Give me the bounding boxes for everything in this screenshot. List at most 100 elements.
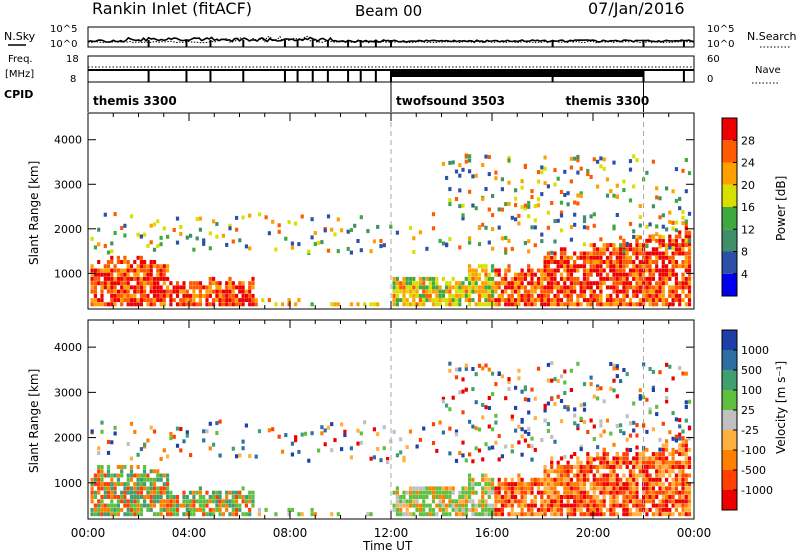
heatmap-cell <box>221 302 225 307</box>
heatmap-cell <box>248 246 252 251</box>
heatmap-cell <box>674 198 678 203</box>
heatmap-cell <box>143 503 147 508</box>
heatmap-cell <box>582 281 587 286</box>
heatmap-cell <box>671 243 675 248</box>
heatmap-cell <box>415 302 419 307</box>
heatmap-cell <box>415 444 419 449</box>
heatmap-cell <box>582 272 587 277</box>
heatmap-cell <box>93 268 97 273</box>
heatmap-cell <box>202 429 206 434</box>
heatmap-cell <box>126 507 130 512</box>
heatmap-cell <box>175 285 180 290</box>
heatmap-cell <box>674 507 678 512</box>
heatmap-cell <box>612 507 616 512</box>
heatmap-cell <box>159 503 163 508</box>
heatmap-cell <box>392 490 396 495</box>
heatmap-cell <box>113 289 117 294</box>
heatmap-cell <box>185 495 189 499</box>
heatmap-cell <box>684 477 688 482</box>
heatmap-cell <box>500 281 504 286</box>
heatmap-cell <box>405 445 409 450</box>
heatmap-cell <box>546 495 550 499</box>
heatmap-cell <box>553 477 557 482</box>
heatmap-cell <box>106 512 111 517</box>
heatmap-cell <box>546 490 550 495</box>
heatmap-cell <box>586 495 590 499</box>
heatmap-cell <box>120 298 124 303</box>
heatmap-cell <box>658 486 662 491</box>
heatmap-cell <box>655 512 659 517</box>
heatmap-cell <box>674 289 678 294</box>
heatmap-cell <box>671 486 675 491</box>
heatmap-cell <box>474 446 478 451</box>
heatmap-cell <box>487 207 491 212</box>
heatmap-cell <box>523 165 527 169</box>
heatmap-cell <box>674 228 678 233</box>
heatmap-cell <box>497 293 501 298</box>
heatmap-cell <box>622 255 626 260</box>
heatmap-cell <box>136 272 140 277</box>
power-cbar-swatch <box>722 207 737 230</box>
heatmap-cell <box>559 302 564 307</box>
heatmap-cell <box>116 289 120 294</box>
heatmap-cell <box>605 507 610 512</box>
heatmap-cell <box>553 512 557 517</box>
heatmap-cell <box>655 503 659 508</box>
heatmap-cell <box>152 482 157 487</box>
heatmap-cell <box>559 260 564 264</box>
heatmap-cell <box>638 272 642 277</box>
heatmap-cell <box>487 507 491 512</box>
heatmap-cell <box>678 460 682 465</box>
heatmap-cell <box>491 246 495 251</box>
heatmap-cell <box>113 482 117 487</box>
heatmap-cell <box>668 473 672 478</box>
heatmap-cell <box>451 298 455 303</box>
heatmap-cell <box>586 302 590 307</box>
heatmap-cell <box>533 289 537 294</box>
heatmap-cell <box>126 276 130 281</box>
heatmap-cell <box>166 482 170 487</box>
power-cbar-tick-label: 4 <box>741 268 748 281</box>
heatmap-cell <box>596 495 600 499</box>
heatmap-cell <box>231 239 235 244</box>
heatmap-cell <box>425 276 429 281</box>
heatmap-cell <box>172 289 176 294</box>
heatmap-cell <box>116 507 120 512</box>
heatmap-cell <box>674 293 678 298</box>
heatmap-cell <box>172 512 176 517</box>
heatmap-cell <box>422 495 426 499</box>
heatmap-cell <box>412 281 416 286</box>
heatmap-cell <box>448 289 452 294</box>
heatmap-cell <box>668 210 672 215</box>
heatmap-cell <box>622 298 626 303</box>
heatmap-cell <box>684 285 688 290</box>
heatmap-cell <box>527 512 531 517</box>
heatmap-cell <box>491 268 495 273</box>
heatmap-cell <box>523 387 527 392</box>
heatmap-cell <box>389 224 393 229</box>
heatmap-cell <box>271 219 275 224</box>
heatmap-cell <box>212 281 216 286</box>
heatmap-cell <box>248 289 252 294</box>
heatmap-cell <box>550 397 554 402</box>
heatmap-cell <box>668 285 672 290</box>
heatmap-cell <box>208 289 212 294</box>
heatmap-cell <box>208 302 212 307</box>
heatmap-cell <box>100 285 104 290</box>
heatmap-cell <box>635 499 639 504</box>
heatmap-cell <box>106 285 111 290</box>
heatmap-cell <box>543 260 547 264</box>
heatmap-cell <box>612 482 616 487</box>
heatmap-cell <box>445 285 449 290</box>
freq-trace <box>88 66 694 82</box>
heatmap-cell <box>185 499 189 504</box>
heatmap-cell <box>563 405 567 410</box>
heatmap-cell <box>687 302 692 307</box>
heatmap-cell <box>468 495 472 499</box>
heatmap-cell <box>500 486 504 491</box>
heatmap-cell <box>576 281 580 286</box>
heatmap-cell <box>622 473 626 478</box>
heatmap-cell <box>589 499 593 504</box>
heatmap-cell <box>133 495 137 499</box>
heatmap-cell <box>412 486 416 491</box>
